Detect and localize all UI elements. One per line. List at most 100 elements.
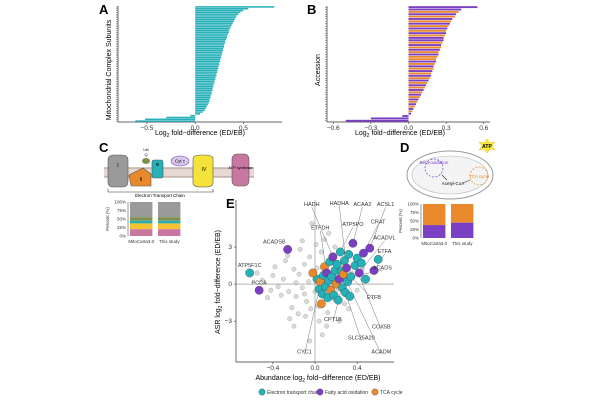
panel-b-bar [408, 8, 462, 11]
panel-b-bar [408, 46, 442, 49]
panel-a-bar [195, 109, 205, 111]
panel-b-bar [408, 107, 414, 110]
panel-a-bar [195, 104, 208, 106]
panel-e-background-point [307, 254, 313, 260]
panel-c-inset-segment [130, 220, 153, 224]
complex-4-shape [192, 154, 214, 188]
panel-e-annotation-label: ETFB [367, 295, 381, 301]
panel-a-bar [195, 36, 228, 39]
panel-e-xtick-label: −0.4 [266, 365, 279, 372]
panel-c-inset-ytick-label: 25% [117, 225, 126, 230]
panel-d-inset-category-label: MitoCarta3.0 [421, 241, 447, 246]
panel-a-bar [195, 100, 210, 102]
panel-a-bar [195, 15, 237, 17]
panel-e-point-label: ATP5F1C [238, 263, 262, 269]
panel-e-ytick-label: −3 [225, 318, 233, 325]
panel-b-bar [408, 39, 444, 42]
panel-e-ytick-label: 3 [228, 244, 232, 251]
panel-a-bar [195, 18, 235, 21]
panel-e-background-point [302, 261, 307, 267]
panel-a-bar [195, 113, 200, 115]
panel-e-annotation-label: CRAT [371, 219, 386, 225]
panel-e-background-point [293, 280, 299, 286]
panel-e-point [354, 268, 364, 278]
panel-e-point [333, 295, 343, 305]
panel-e-point [328, 252, 338, 262]
panel-e-point [373, 255, 383, 264]
panel-e-annotation-label: ACADM [371, 349, 391, 355]
panel-e-annotation-label: SLC25A20 [348, 336, 375, 342]
panel-c-inset-ylabel: Percent (%) [105, 207, 110, 231]
panel-a-bar [195, 22, 233, 24]
panel-e-background-point [314, 265, 320, 271]
panel-e-background-point [297, 247, 303, 252]
panel-e-annotation-label: HADH [304, 202, 320, 208]
legend-label: Fatty acid oxidation [325, 390, 368, 396]
panel-e-annotation-leader [369, 207, 386, 249]
panel-a-bar [195, 98, 210, 101]
panel-e-background-point [342, 301, 347, 307]
panel-b-bar [408, 103, 417, 106]
complex-1-shape [107, 154, 129, 188]
panel-e-background-point [302, 291, 307, 297]
panel-e-annotation-label: ACADS [373, 265, 392, 271]
panel-c-inset-segment [158, 217, 181, 221]
quinone-label: Q [144, 152, 147, 157]
panel-e-annotation-leader [340, 226, 354, 253]
panel-a-bar [195, 47, 224, 50]
panel-c-inset-segment [158, 229, 181, 236]
panel-e-annotation-leader [345, 292, 362, 341]
panel-e-xlabel-prefix: Abundance log [255, 375, 302, 382]
panel-e-annotation-label: ACADVL [374, 236, 396, 242]
etc-diagram: I II Q Ubi III Cyt c IV ATP synthase Ele… [104, 148, 254, 198]
panel-b-xtick-label: 0.0 [404, 125, 413, 132]
panel-a-bar [195, 111, 203, 113]
panel-b-bar [408, 25, 449, 28]
panel-e-background-point [300, 285, 305, 291]
panel-a-bar [195, 71, 218, 73]
panel-d-inset-segment [423, 225, 446, 238]
panel-d-inset-ytick-label: 25% [410, 227, 419, 232]
panel-a-bar [195, 65, 219, 68]
panel-e-background-point [272, 264, 278, 270]
panel-b-bar [408, 36, 444, 39]
panel-e-ylabel-suffix: fold−difference (ED/EB) [215, 230, 222, 306]
panel-e-xtick-label: 0.0 [310, 365, 319, 372]
panel-a-bar [195, 96, 211, 99]
panel-b-bar [408, 86, 425, 89]
panel-c-inset-segment [130, 202, 153, 218]
atp-starburst-icon [478, 138, 496, 154]
panel-b-bar [408, 13, 457, 16]
panel-b-ylabel: Accession [315, 54, 322, 86]
panel-d-inset-segment [451, 222, 474, 238]
panel-a-xtick-label: 0.0 [191, 125, 200, 132]
panel-a-bar [190, 114, 196, 117]
panel-b-xtick-label: −0.3 [364, 125, 377, 132]
panel-c-inset-category-label: This study [159, 239, 180, 244]
panel-b-bar [408, 112, 412, 115]
arrow-beta-to-acetyl [441, 174, 448, 181]
panel-a-bar [135, 120, 196, 122]
panel-a-bar [195, 64, 220, 66]
panel-e-annotation-leader [359, 240, 385, 274]
panel-e-chart: ATP5F1C PCCA ACADSB HADH HADHA ACAA2 ACSL1 ETFD… [225, 200, 396, 372]
etc-bracket-label: Electron Transport Chain [135, 193, 185, 198]
panel-a-bar [195, 102, 209, 104]
panel-a-bar [195, 89, 213, 92]
panel-b-bar [408, 44, 442, 46]
panel-a-bar [195, 24, 232, 26]
panel-a-bar [195, 58, 221, 61]
panel-e-background-point [285, 253, 290, 258]
panel-e-point [254, 285, 264, 295]
panel-e-background-point [283, 258, 288, 263]
panel-e-background-point [281, 276, 286, 282]
panel-a-xtick-label: 0.5 [239, 125, 248, 132]
panel-b-xlabel-prefix: Log [355, 130, 367, 137]
legend-swatch [371, 388, 379, 396]
panel-a-bar [195, 29, 229, 32]
panel-e-xtick-label: 0.4 [353, 365, 362, 372]
quinone-shape [142, 158, 150, 164]
panel-b-bar [408, 10, 459, 13]
panel-e-point [359, 248, 368, 258]
panel-e-annotation-leader [352, 207, 363, 244]
